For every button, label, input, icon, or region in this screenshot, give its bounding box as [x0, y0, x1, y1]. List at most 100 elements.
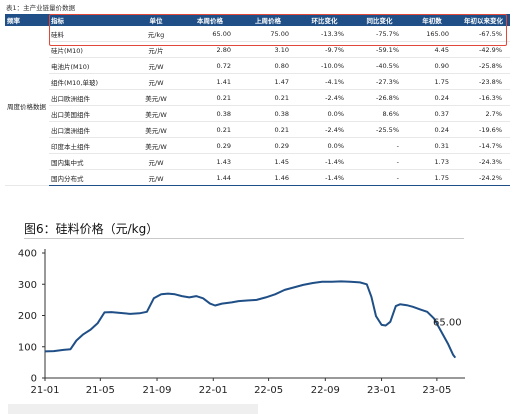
cell-indicator: 硅片(M10): [49, 41, 131, 58]
cell-indicator: 硅料: [49, 26, 131, 42]
watermark: [8, 404, 258, 414]
cell-year-start: 0.24: [407, 121, 457, 138]
cell-indicator: 出口欧洲组件: [49, 89, 131, 106]
table-header-row: 频率 指标 单位 本周价格 上周价格 环比变化 同比变化 年初数 年初以来变化: [5, 14, 510, 26]
cell-year-start: 0.24: [407, 89, 457, 106]
cell-wow: -2.4%: [297, 121, 352, 138]
cell-this-week: 65.00: [181, 26, 239, 42]
cell-wow: -1.4%: [297, 153, 352, 170]
cell-last-week: 0.21: [239, 121, 297, 138]
col-header-indicator: 指标: [49, 14, 131, 26]
cell-yoy: 8.6%: [352, 105, 407, 122]
cell-wow: -2.4%: [297, 89, 352, 106]
cell-year-start: 1.75: [407, 169, 457, 186]
cell-wow: -1.4%: [297, 169, 352, 186]
col-header-year-start: 年初数: [407, 14, 457, 26]
cell-this-week: 0.29: [181, 137, 239, 154]
cell-last-week: 1.47: [239, 73, 297, 90]
cell-last-week: 75.00: [239, 26, 297, 42]
cell-year-start: 4.45: [407, 41, 457, 58]
cell-ytd: -42.9%: [457, 41, 510, 58]
figure-divider: [24, 238, 464, 239]
price-table: 频率 指标 单位 本周价格 上周价格 环比变化 同比变化 年初数 年初以来变化 …: [5, 14, 510, 186]
cell-indicator: 国内分布式: [49, 169, 131, 186]
table-row: 硅片(M10) 元/片 2.80 3.10 -9.7% -59.1% 4.45 -42.9%: [5, 41, 510, 58]
x-tick-label: 22-09: [311, 385, 340, 396]
col-header-unit: 单位: [131, 14, 181, 26]
cell-last-week: 3.10: [239, 41, 297, 58]
y-tick-label: 200: [18, 311, 37, 322]
x-tick-label: 21-09: [142, 385, 171, 396]
cell-unit: 元/kg: [131, 26, 181, 42]
col-header-last-week: 上周价格: [239, 14, 297, 26]
cell-indicator: 电池片(M10): [49, 57, 131, 74]
cell-last-week: 1.46: [239, 169, 297, 186]
y-tick-label: 0: [31, 374, 37, 385]
y-tick-label: 300: [18, 280, 37, 291]
cell-ytd: -16.3%: [457, 89, 510, 106]
cell-year-start: 1.75: [407, 73, 457, 90]
silicon-price-chart: 0 100 200 300 400 21-01 21-05 21-09 22-01 22-05 22…: [18, 249, 465, 396]
cell-yoy: -: [352, 169, 407, 186]
cell-indicator: 出口澳洲组件: [49, 121, 131, 138]
cell-year-start: 0.90: [407, 57, 457, 74]
y-tick-label: 100: [18, 342, 37, 353]
table-row: 组件(M10,单玻) 元/W 1.41 1.47 -4.1% -27.3% 1.75 -23.…: [5, 73, 510, 90]
table-row: 出口美国组件 美元/W 0.38 0.38 0.0% 8.6% 0.37 2.7%: [5, 105, 510, 122]
cell-unit: 元/W: [131, 57, 181, 74]
cell-yoy: -: [352, 153, 407, 170]
col-header-this-week: 本周价格: [181, 14, 239, 26]
cell-wow: -10.0%: [297, 57, 352, 74]
cell-yoy: -: [352, 137, 407, 154]
cell-unit: 美元/W: [131, 89, 181, 106]
x-tick-label: 21-05: [86, 385, 115, 396]
cell-yoy: -40.5%: [352, 57, 407, 74]
table-row: 出口欧洲组件 美元/W 0.21 0.21 -2.4% -26.8% 0.24 -16.3%: [5, 89, 510, 106]
cell-ytd: -25.8%: [457, 57, 510, 74]
cell-this-week: 0.72: [181, 57, 239, 74]
cell-this-week: 2.80: [181, 41, 239, 58]
cell-this-week: 0.38: [181, 105, 239, 122]
cell-yoy: -59.1%: [352, 41, 407, 58]
cell-indicator: 印度本土组件: [49, 137, 131, 154]
x-tick-label: 22-01: [199, 385, 228, 396]
table-row: 周度价格数据 硅料 元/kg 65.00 75.00 -13.3% -75.7% 165.00…: [5, 26, 510, 186]
cell-ytd: -24.2%: [457, 169, 510, 186]
cell-yoy: -25.5%: [352, 121, 407, 138]
col-header-ytd: 年初以来变化: [457, 14, 510, 26]
cell-unit: 元/W: [131, 169, 181, 186]
cell-unit: 美元/W: [131, 121, 181, 138]
table-row: 印度本土组件 美元/W 0.29 0.29 0.0% -0.31 -14.7%: [5, 137, 510, 154]
cell-wow: -4.1%: [297, 73, 352, 90]
cell-unit: 元/W: [131, 73, 181, 90]
cell-indicator: 国内集中式: [49, 153, 131, 170]
cell-wow: 0.0%: [297, 137, 352, 154]
cell-indicator: 组件(M10,单玻): [49, 73, 131, 90]
silicon-price-line: [44, 280, 457, 359]
table-title: 表1：主产业链量价数据: [6, 4, 76, 12]
cell-wow: 0.0%: [297, 105, 352, 122]
cell-ytd: -67.5%: [457, 26, 510, 42]
cell-this-week: 1.44: [181, 169, 239, 186]
cell-ytd: -24.3%: [457, 153, 510, 170]
cell-wow: -9.7%: [297, 41, 352, 58]
cell-indicator: 出口美国组件: [49, 105, 131, 122]
cell-last-week: 0.29: [239, 137, 297, 154]
cell-last-week: 0.21: [239, 89, 297, 106]
x-tick-label: 23-05: [422, 385, 451, 396]
col-header-wow: 环比变化: [297, 14, 352, 26]
figure-title: 图6：硅料价格（元/kg）: [24, 222, 159, 236]
cell-unit: 美元/W: [131, 137, 181, 154]
frequency-cell: 周度价格数据: [5, 26, 49, 186]
col-header-frequency: 频率: [5, 14, 49, 26]
cell-yoy: -27.3%: [352, 73, 407, 90]
cell-last-week: 0.38: [239, 105, 297, 122]
cell-yoy: -75.7%: [352, 26, 407, 42]
x-tick-label: 21-01: [30, 385, 59, 396]
cell-this-week: 1.41: [181, 73, 239, 90]
cell-unit: 美元/W: [131, 105, 181, 122]
x-tick-label: 23-01: [367, 385, 396, 396]
end-value-label: 65.00: [433, 318, 462, 329]
cell-year-start: 165.00: [407, 26, 457, 42]
cell-year-start: 1.73: [407, 153, 457, 170]
